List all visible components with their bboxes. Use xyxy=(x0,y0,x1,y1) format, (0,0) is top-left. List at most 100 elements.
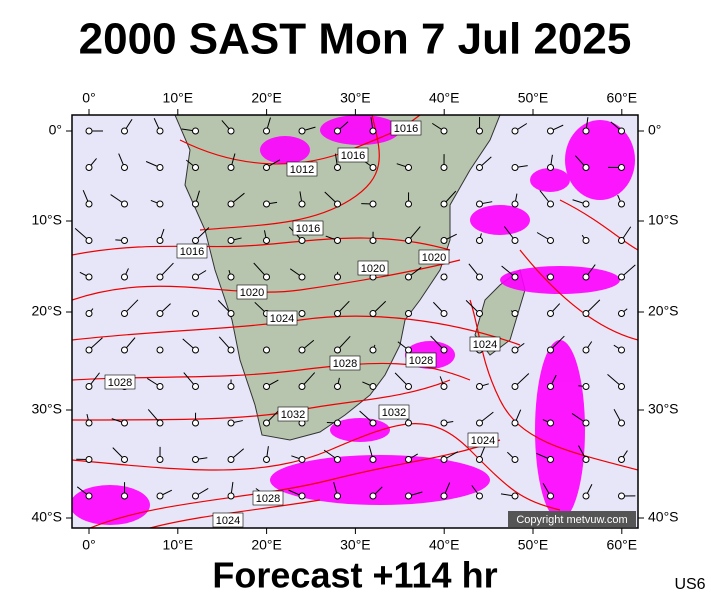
station xyxy=(263,383,270,390)
station xyxy=(547,346,554,354)
isobar-label: 1028 xyxy=(108,377,132,389)
station xyxy=(618,127,625,135)
station xyxy=(618,419,625,427)
wind-stations xyxy=(74,116,636,500)
station xyxy=(511,127,519,135)
station xyxy=(192,237,199,244)
station xyxy=(227,346,235,354)
subtitle: Forecast +114 hr xyxy=(212,555,497,596)
station xyxy=(85,456,93,463)
station xyxy=(121,164,128,171)
isobar-label-box xyxy=(390,120,422,136)
station xyxy=(369,492,377,500)
isobar-label-box xyxy=(176,243,208,259)
station xyxy=(405,310,412,317)
station xyxy=(263,456,270,463)
isobar-label: 1032 xyxy=(281,409,305,421)
isobar-label: 1020 xyxy=(361,263,385,275)
station xyxy=(476,237,483,244)
station xyxy=(85,164,93,171)
lat-label-left: 40°S xyxy=(31,509,62,525)
station xyxy=(547,383,554,390)
map-area xyxy=(72,115,638,528)
station xyxy=(334,383,341,390)
station xyxy=(85,127,93,135)
lon-label-bottom: 20°E xyxy=(251,537,282,553)
isobar-label: 1016 xyxy=(341,150,365,162)
station xyxy=(192,127,199,135)
station xyxy=(263,237,270,244)
station xyxy=(405,419,412,427)
isobar-label-box xyxy=(469,336,501,352)
station xyxy=(511,164,519,171)
station xyxy=(334,346,341,354)
station xyxy=(405,164,412,171)
station xyxy=(334,273,341,281)
station xyxy=(405,383,412,390)
isobar-label-box xyxy=(277,406,309,422)
station xyxy=(476,200,483,208)
station xyxy=(263,419,270,427)
copyright-box xyxy=(508,511,636,527)
station xyxy=(547,456,554,463)
station xyxy=(85,383,93,390)
title: 2000 SAST Mon 7 Jul 2025 xyxy=(79,15,632,64)
station xyxy=(582,419,590,427)
station xyxy=(227,200,235,208)
station xyxy=(298,492,306,500)
isobar-label-box xyxy=(252,490,284,506)
station xyxy=(227,383,235,390)
isobar-label: 1016 xyxy=(296,223,320,235)
station xyxy=(121,127,128,135)
station xyxy=(440,383,448,390)
station xyxy=(369,419,377,427)
lon-label-top: 20°E xyxy=(251,90,282,106)
lat-label-left: 20°S xyxy=(31,303,62,319)
isobar-label: 1012 xyxy=(290,164,314,176)
station xyxy=(156,164,164,171)
lon-label-bottom: 10°E xyxy=(163,537,194,553)
lat-label-right: 0° xyxy=(648,122,661,138)
isobar-label: 1024 xyxy=(471,435,495,447)
isobar-label-box xyxy=(357,260,389,276)
station xyxy=(156,127,164,135)
station xyxy=(511,273,519,281)
station xyxy=(121,273,128,281)
station xyxy=(511,456,519,463)
station xyxy=(547,419,554,427)
station xyxy=(85,346,93,354)
station xyxy=(85,237,93,244)
isobar-label-box xyxy=(236,284,268,300)
station xyxy=(121,419,128,427)
station xyxy=(334,492,341,500)
station xyxy=(582,383,590,390)
station xyxy=(582,200,590,208)
station xyxy=(405,273,412,281)
station xyxy=(440,237,448,244)
lat-label-left: 0° xyxy=(49,122,62,138)
lat-label-left: 10°S xyxy=(31,212,62,228)
station xyxy=(121,346,128,354)
station xyxy=(227,492,235,500)
station xyxy=(156,492,164,500)
station xyxy=(618,237,625,244)
station xyxy=(298,383,306,390)
station xyxy=(369,164,377,171)
lat-label-right: 40°S xyxy=(648,509,679,525)
station xyxy=(227,310,235,317)
station xyxy=(440,492,448,500)
lat-label-left: 30°S xyxy=(31,401,62,417)
station xyxy=(547,164,554,171)
station xyxy=(121,200,128,208)
lat-label-right: 30°S xyxy=(648,401,679,417)
lon-label-bottom: 30°E xyxy=(340,537,371,553)
code: US6 xyxy=(674,576,705,593)
station xyxy=(334,237,341,244)
station xyxy=(156,346,164,354)
station xyxy=(405,200,412,208)
station xyxy=(334,164,341,171)
station xyxy=(476,273,483,281)
isobar xyxy=(72,259,461,301)
station xyxy=(263,200,270,208)
station xyxy=(547,127,554,135)
